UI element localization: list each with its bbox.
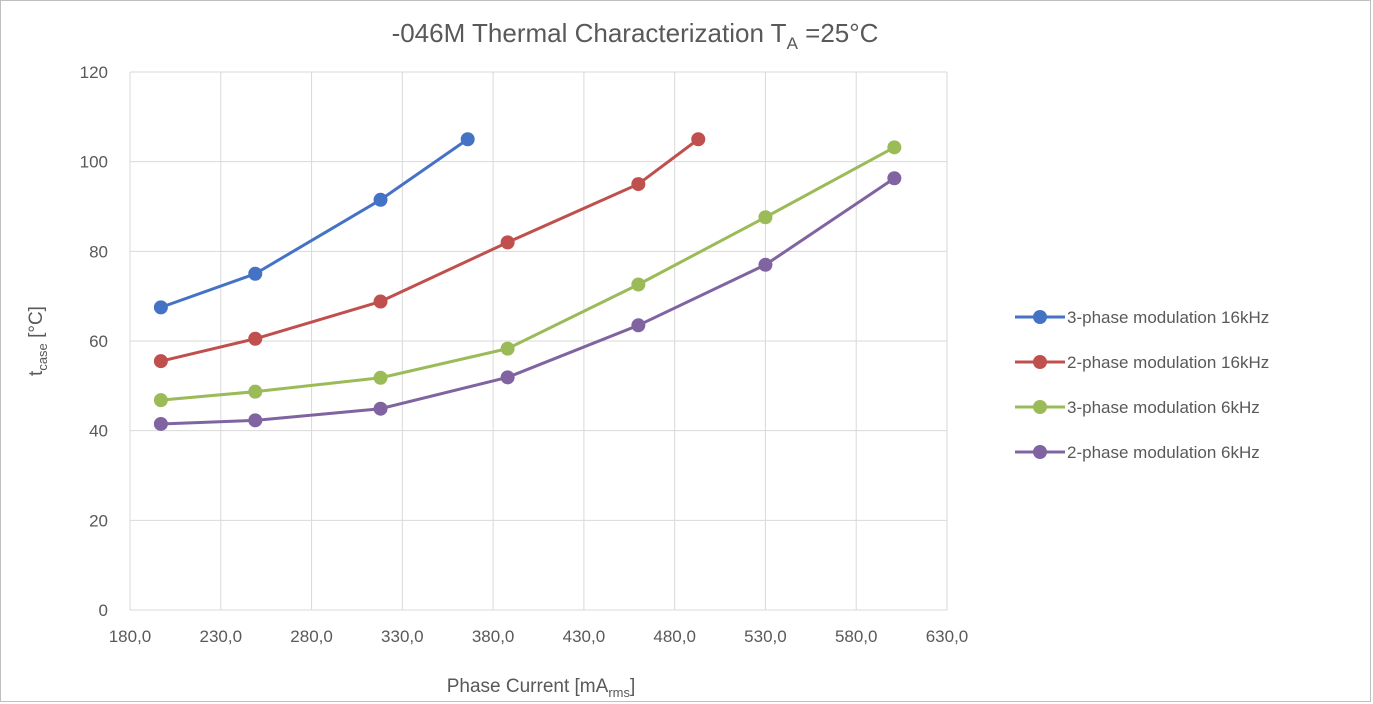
data-point xyxy=(758,210,773,225)
series-1 xyxy=(153,132,475,315)
x-tick-label: 480,0 xyxy=(653,627,696,646)
y-tick-label: 120 xyxy=(80,63,108,82)
y-tick-label: 0 xyxy=(99,601,108,620)
y-tick-label: 20 xyxy=(89,511,108,530)
y-tick-label: 100 xyxy=(80,153,108,172)
x-tick-label: 280,0 xyxy=(290,627,333,646)
series-2 xyxy=(153,132,706,369)
data-point xyxy=(500,341,515,356)
legend-label: 3-phase modulation 6kHz xyxy=(1067,398,1260,417)
x-tick-label: 630,0 xyxy=(926,627,969,646)
legend-marker xyxy=(1033,400,1047,414)
data-point xyxy=(460,132,475,147)
x-axis-title: Phase Current [mArms] xyxy=(447,676,636,700)
x-tick-label: 230,0 xyxy=(200,627,243,646)
legend-entry: 2-phase modulation 16kHz xyxy=(1015,353,1269,372)
data-point xyxy=(153,354,168,369)
legend-label: 2-phase modulation 16kHz xyxy=(1067,353,1269,372)
data-point xyxy=(631,177,646,192)
legend-label: 2-phase modulation 6kHz xyxy=(1067,443,1260,462)
y-axis-title: tcase [°C] xyxy=(26,306,50,376)
data-point xyxy=(373,192,388,207)
x-tick-label: 380,0 xyxy=(472,627,515,646)
series-4 xyxy=(153,171,902,431)
data-point xyxy=(248,413,263,428)
data-point xyxy=(248,384,263,399)
data-point xyxy=(631,277,646,292)
legend-entry: 2-phase modulation 6kHz xyxy=(1015,443,1260,462)
series-line xyxy=(160,146,896,402)
data-point xyxy=(500,370,515,385)
data-point xyxy=(887,140,902,155)
data-point xyxy=(373,294,388,309)
data-point xyxy=(153,393,168,408)
y-tick-label: 60 xyxy=(89,332,108,351)
data-point xyxy=(373,370,388,385)
legend-entry: 3-phase modulation 6kHz xyxy=(1015,398,1260,417)
data-point xyxy=(500,235,515,250)
legend-entry: 3-phase modulation 16kHz xyxy=(1015,308,1269,327)
data-point xyxy=(153,300,168,315)
data-point xyxy=(887,171,902,186)
x-tick-label: 330,0 xyxy=(381,627,424,646)
x-tick-label: 580,0 xyxy=(835,627,878,646)
x-tick-label: 180,0 xyxy=(109,627,152,646)
series-3 xyxy=(153,140,902,408)
x-tick-label: 530,0 xyxy=(744,627,787,646)
series-layer xyxy=(153,132,902,431)
chart-title: -046M Thermal Characterization TA =25°C xyxy=(392,18,879,53)
data-point xyxy=(691,132,706,147)
data-point xyxy=(758,257,773,272)
gridlines xyxy=(129,71,948,611)
legend-label: 3-phase modulation 16kHz xyxy=(1067,308,1269,327)
series-line xyxy=(160,138,700,363)
legend: 3-phase modulation 16kHz 2-phase modulati… xyxy=(1015,308,1269,462)
data-point xyxy=(248,266,263,281)
data-point xyxy=(248,331,263,346)
x-tick-label: 430,0 xyxy=(563,627,606,646)
legend-marker xyxy=(1033,445,1047,459)
legend-marker xyxy=(1033,355,1047,369)
tick-labels: 180,0 230,0 280,0 330,0 380,0 430,0 480,0 530,0… xyxy=(80,63,969,646)
data-point xyxy=(631,318,646,333)
legend-marker xyxy=(1033,310,1047,324)
y-tick-label: 80 xyxy=(89,242,108,261)
data-point xyxy=(373,401,388,416)
data-point xyxy=(153,416,168,431)
series-line xyxy=(160,177,896,426)
series-line xyxy=(160,138,469,309)
y-tick-label: 40 xyxy=(89,422,108,441)
